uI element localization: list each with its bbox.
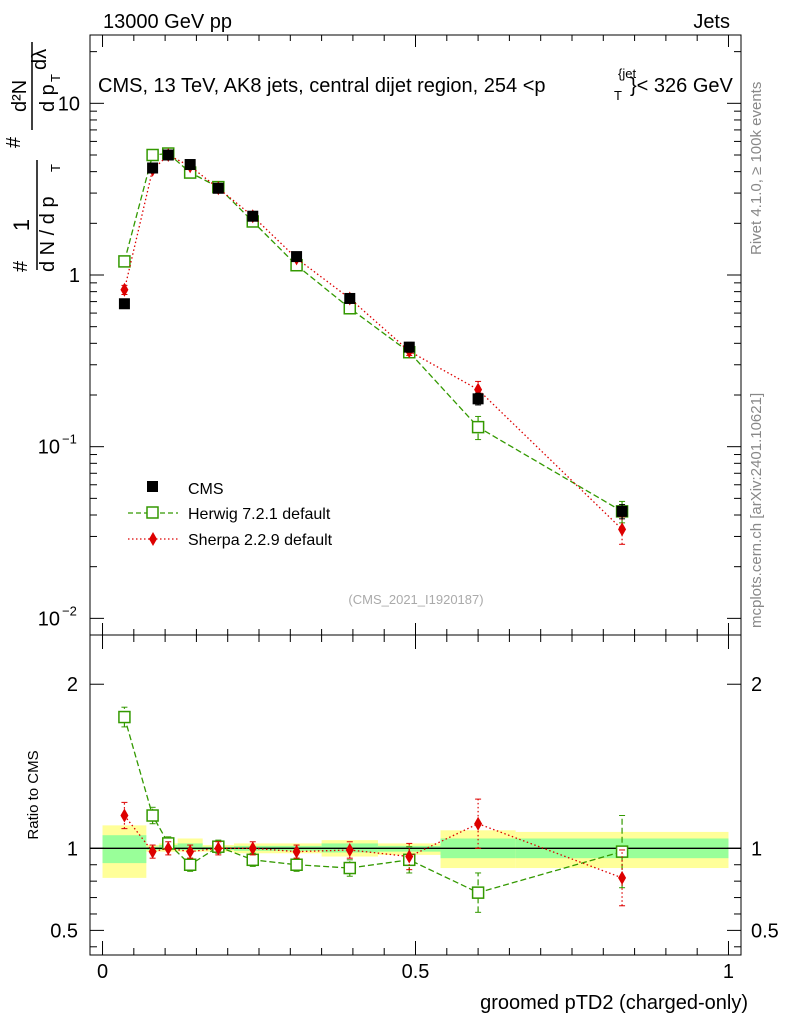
legend-marker-herwig (146, 506, 159, 519)
ratio-point-sherpa (474, 816, 483, 831)
ratio-point-herwig (471, 886, 485, 899)
y-label-hash: # (10, 260, 32, 272)
legend-label-sherpa: Sherpa 2.2.9 default (188, 532, 333, 549)
ratio-point-sherpa (292, 844, 301, 859)
header-left: 13000 GeV pp (103, 11, 232, 33)
main-point-cms (247, 210, 259, 222)
ratio-y-tick-label-right: 2 (751, 674, 762, 696)
ratio-y-axis-label: Ratio to CMS (25, 750, 42, 839)
ratio-axis-ticks: 0.5 0.5 1 1 2 2 0 0.5 1 (50, 635, 779, 983)
legend-marker-cms (147, 481, 158, 492)
y-label-sub-t1: T (48, 164, 63, 172)
main-point-cms (212, 182, 224, 194)
ratio-point-herwig (183, 858, 197, 871)
ratio-y-tick-label-right: 0.5 (751, 920, 779, 942)
ratio-y-tick-label-left: 2 (67, 674, 78, 696)
plot-title-superscript: {jet (618, 66, 636, 81)
y-tick-label: 10 (38, 608, 60, 630)
legend-marker-sherpa (149, 532, 157, 546)
ratio-y-tick-label-left: 0.5 (50, 920, 78, 942)
main-point-herwig (471, 420, 485, 434)
main-data-marks (118, 147, 629, 545)
ratio-point-sherpa (405, 849, 414, 864)
main-point-cms (162, 149, 174, 161)
x-tick-label: 0 (97, 961, 108, 983)
plot-title-tail: }< 326 GeV (630, 75, 734, 97)
ratio-point-sherpa (345, 842, 354, 857)
main-point-sherpa (120, 282, 129, 297)
main-point-cms (344, 292, 356, 304)
ratio-y-tick-label-left: 1 (67, 838, 78, 860)
y-tick-label-exponent: −1 (62, 432, 77, 447)
main-series-line-2 (123, 154, 623, 530)
ratio-point-sherpa (248, 841, 257, 856)
ratio-point-herwig (290, 858, 303, 871)
plot-title-text: CMS, 13 TeV, AK8 jets, central dijet reg… (98, 75, 546, 97)
x-tick-label: 0.5 (402, 961, 430, 983)
y-label-frac2-num: d²N (9, 80, 31, 112)
analysis-watermark: (CMS_2021_I1920187) (348, 592, 483, 607)
ratio-point-sherpa (164, 841, 173, 856)
ratio-point-herwig (246, 853, 259, 867)
y-label-frac1-num: 1 (9, 219, 34, 231)
legend: CMS Herwig 7.2.1 default Sherpa 2.2.9 de… (128, 481, 333, 549)
y-tick-label: 10 (58, 93, 80, 115)
x-axis-label: groomed pTD2 (charged-only) (480, 992, 748, 1014)
main-point-cms (184, 159, 196, 171)
ratio-point-herwig (118, 710, 131, 724)
y-label-frac1-den: d N / d p (37, 196, 59, 272)
y-tick-label: 1 (69, 265, 80, 287)
y-tick-label-exponent: −2 (62, 603, 77, 618)
main-point-cms (147, 162, 159, 174)
y-label-sub-t2: T (48, 74, 63, 82)
ratio-series-line-1 (123, 815, 623, 879)
ratio-point-herwig (146, 809, 159, 822)
main-point-cms (616, 505, 628, 517)
header-right: Jets (693, 11, 730, 33)
plot-title: CMS, 13 TeV, AK8 jets, central dijet reg… (98, 66, 734, 103)
main-point-herwig (118, 255, 131, 268)
rivet-version-label: Rivet 4.1.0, ≥ 100k events (748, 82, 765, 255)
ratio-point-herwig (615, 845, 629, 858)
ratio-point-sherpa (120, 808, 129, 823)
y-tick-label: 10 (38, 437, 60, 459)
main-point-cms (118, 298, 130, 310)
ratio-point-sherpa (186, 844, 195, 859)
legend-label-herwig: Herwig 7.2.1 default (188, 506, 331, 523)
main-point-cms (403, 341, 415, 353)
y-label-frac2-den-tail: dλ (29, 49, 51, 70)
y-label-frac2-den: d p (37, 84, 59, 112)
main-point-cms (291, 251, 303, 263)
ratio-point-sherpa (214, 841, 223, 856)
ratio-point-sherpa (618, 870, 627, 885)
x-tick-label: 1 (723, 961, 734, 983)
main-point-cms (472, 393, 484, 405)
ratio-point-herwig (343, 861, 357, 875)
ratio-panel-frame (89, 634, 742, 956)
ratio-y-tick-label-right: 1 (751, 838, 762, 860)
mcplots-label: mcplots.cern.ch [arXiv:2401.10621] (748, 393, 765, 628)
main-point-herwig (146, 148, 159, 162)
y-label-frac2-hash: # (3, 136, 25, 148)
ratio-data-marks (118, 706, 629, 913)
ratio-band-green (102, 835, 147, 864)
plot-title-subscript: T (614, 88, 622, 103)
main-point-sherpa (618, 522, 627, 537)
ratio-point-sherpa (148, 844, 157, 859)
legend-label-cms: CMS (188, 481, 224, 498)
main-y-axis-label: # 1 d N / d p T # d²N d p T dλ (3, 42, 63, 272)
